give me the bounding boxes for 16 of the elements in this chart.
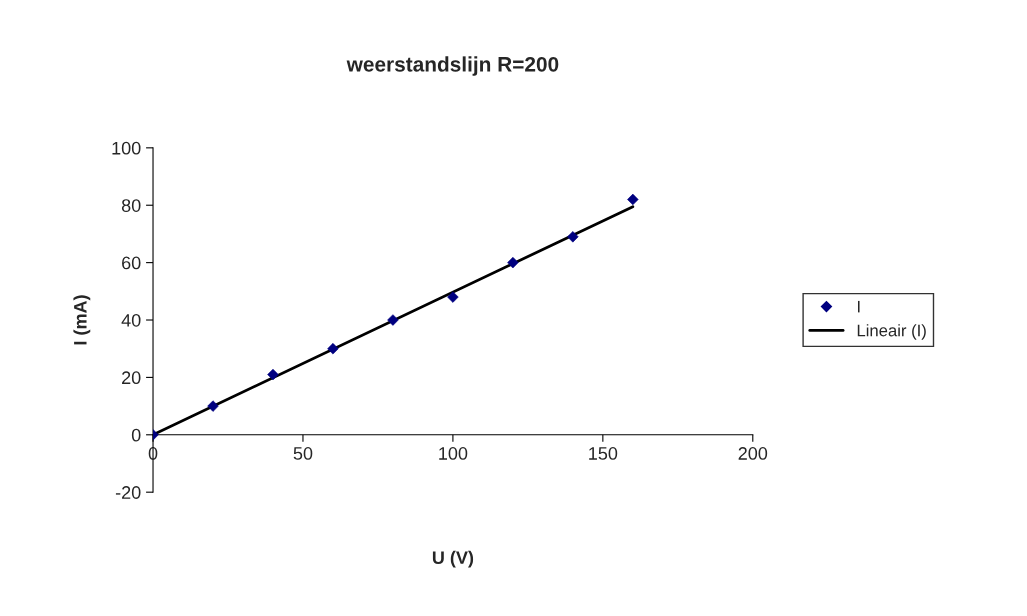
x-tick-label: 150 [589, 447, 618, 460]
y-tick-label: 100 [112, 141, 141, 155]
x-tick-label: 200 [738, 447, 768, 460]
legend-label: I [857, 300, 860, 313]
y-tick-label: 20 [122, 371, 141, 385]
y-tick-label: 40 [121, 313, 141, 327]
y-tick-label: -20 [115, 486, 141, 499]
y-tick-label: 60 [122, 256, 141, 270]
y-tick-label: 0 [131, 428, 141, 442]
chart-title: weerstandslijn R=200 [346, 56, 559, 76]
legend-label: Lineair (I) [857, 324, 926, 340]
x-axis-title: U (V) [432, 550, 474, 568]
x-tick-label: 100 [439, 447, 468, 460]
y-axis-title: I (mA) [73, 295, 91, 345]
y-tick-label: 80 [121, 199, 141, 212]
x-tick-label: 50 [293, 447, 313, 460]
